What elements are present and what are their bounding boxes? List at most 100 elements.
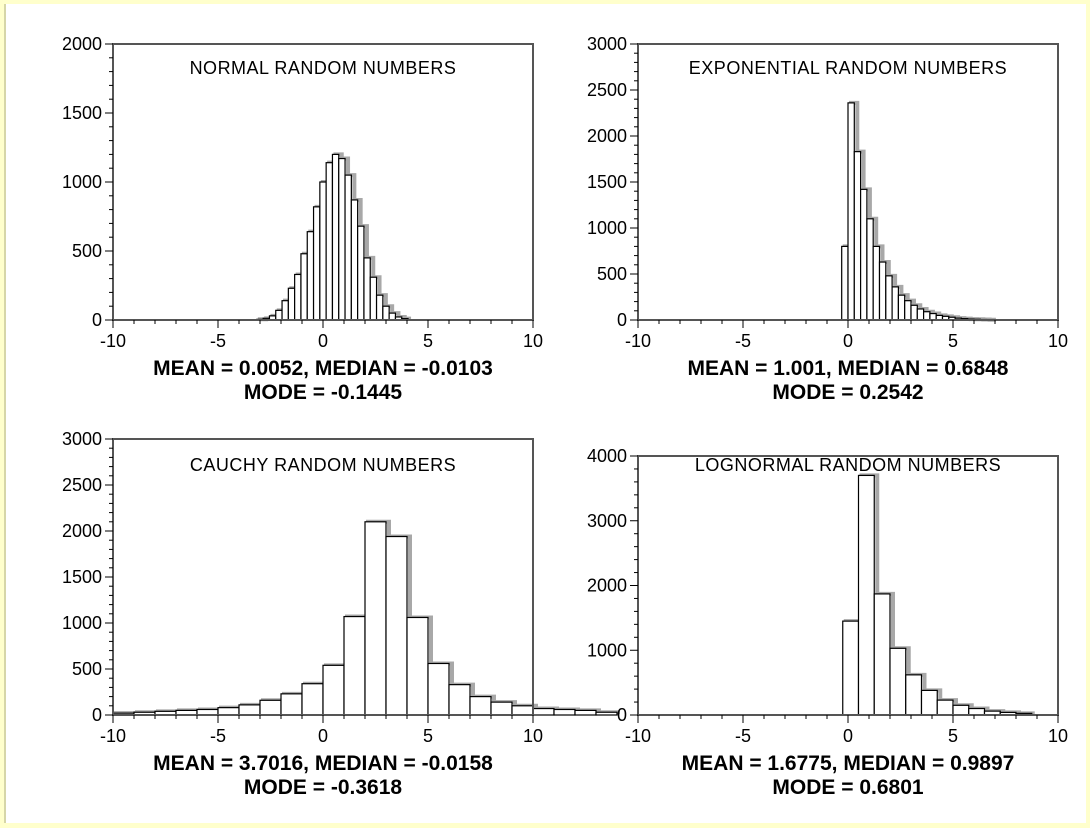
histogram-bar [389,313,395,320]
histogram-bar [326,163,332,320]
y-tick-label: 1000 [62,613,102,633]
x-tick-label: -10 [625,331,651,351]
histogram-bar [288,288,294,320]
stats-line: MEAN = 1.6775, MEDIAN = 0.9897 [682,752,1015,775]
stats-line: MODE = 0.6801 [772,776,923,799]
histogram-bar [260,700,281,715]
histogram-bar [867,219,873,320]
histogram-bar [880,262,886,320]
x-tick-label: 10 [1048,331,1068,351]
histogram-bar [861,189,867,320]
x-tick-label: 0 [318,726,328,746]
histogram-bar [302,684,323,715]
stats-line: MODE = 0.2542 [772,381,923,404]
histogram-bar [282,301,288,320]
histogram-bar [332,154,338,320]
x-tick-label: 10 [523,726,543,746]
y-tick-label: 500 [597,264,627,284]
stats-line: MEAN = 3.7016, MEDIAN = -0.0158 [153,752,493,775]
histogram-bar [364,258,370,320]
histogram-panel-1: -10 -5 0 5 10 0 500 1000 1500 2000 NORMAL RANDOM N… [62,34,543,404]
histogram-bar [281,694,302,715]
y-tick-label: 2500 [587,80,627,100]
x-tick-label: -5 [735,726,751,746]
histogram-bar [890,648,906,715]
histogram-bar [377,295,383,320]
histogram-bar [924,312,930,320]
histogram-bar [575,710,596,715]
y-tick-label: 2000 [587,126,627,146]
y-tick-label: 2000 [62,34,102,54]
histogram-bar [953,705,969,715]
y-tick-label: 3000 [587,511,627,531]
histogram-bar [874,594,890,715]
y-tick-label: 3000 [62,429,102,449]
histogram-bar [906,675,922,715]
x-tick-label: 0 [843,726,853,746]
histogram-bar [365,522,386,715]
histogram-bar [848,103,854,320]
histogram-bar [873,246,879,320]
y-tick-label: 1000 [587,218,627,238]
y-tick-label: 1000 [587,640,627,660]
histogram-bar [239,705,260,715]
stats-line: MODE = -0.3618 [244,776,402,799]
y-tick-label: 0 [92,705,102,725]
y-tick-label: 500 [72,241,102,261]
x-tick-label: 5 [423,726,433,746]
histogram-bar [842,246,848,320]
y-tick-label: 0 [92,310,102,330]
histogram-bar [922,690,938,715]
panel-title: NORMAL RANDOM NUMBERS [190,58,457,78]
histogram-bar [314,207,320,320]
y-tick-label: 0 [617,310,627,330]
x-tick-label: -10 [625,726,651,746]
y-tick-label: 1500 [62,103,102,123]
x-tick-label: -5 [735,331,751,351]
histogram-bar [428,663,449,715]
histogram-bar [345,175,351,320]
histogram-bar [218,708,239,715]
stats-line: MODE = -0.1445 [244,381,402,404]
panel-title: EXPONENTIAL RANDOM NUMBERS [689,58,1007,78]
x-tick-label: -10 [100,726,126,746]
panel-title: LOGNORMAL RANDOM NUMBERS [695,455,1001,475]
x-tick-label: 0 [318,331,328,351]
histogram-bar [911,305,917,320]
x-tick-label: 5 [423,331,433,351]
histogram-bar [470,697,491,715]
y-tick-label: 3000 [587,34,627,54]
histogram-bar [339,159,345,320]
y-tick-label: 2000 [587,576,627,596]
histogram-bar [917,309,923,320]
x-tick-label: -10 [100,331,126,351]
y-tick-label: 1000 [62,172,102,192]
x-tick-label: 0 [843,331,853,351]
histogram-bar [386,537,407,715]
stats-line: MEAN = 1.001, MEDIAN = 0.6848 [688,357,1009,380]
histogram-bar [383,306,389,320]
histogram-bar [320,182,326,320]
panel-title: CAUCHY RANDOM NUMBERS [190,455,456,475]
x-tick-label: -5 [210,331,226,351]
y-tick-label: 500 [72,659,102,679]
x-tick-label: -5 [210,726,226,746]
x-tick-label: 5 [948,726,958,746]
histogram-bar [307,232,313,320]
y-tick-label: 2000 [62,521,102,541]
histogram-bar [301,254,307,320]
histogram-bar [358,226,364,320]
y-tick-label: 0 [617,705,627,725]
histogram-bar [323,665,344,715]
y-tick-label: 1500 [587,172,627,192]
x-tick-label: 10 [523,331,543,351]
stats-line: MEAN = 0.0052, MEDIAN = -0.0103 [153,357,493,380]
histogram-bar [843,621,859,715]
histogram-bar [886,276,892,320]
histogram-bar [854,152,860,320]
